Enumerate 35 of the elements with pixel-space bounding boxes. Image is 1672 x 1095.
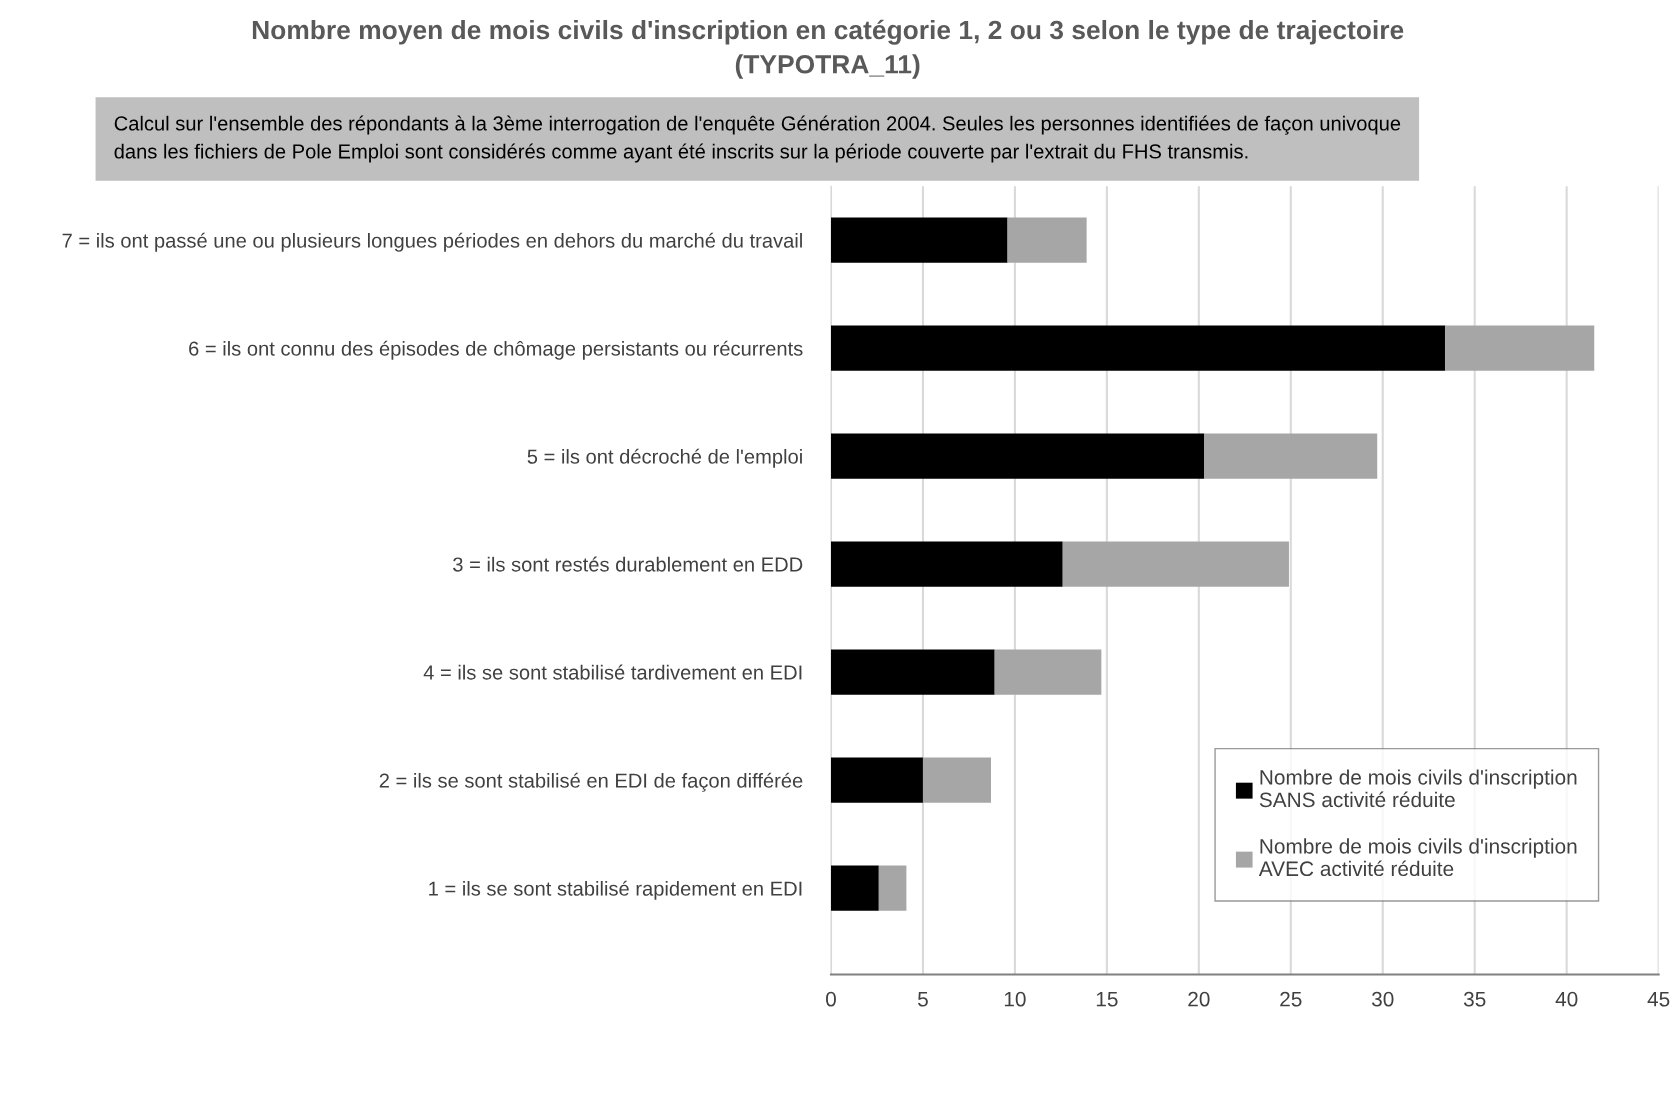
x-tick-label: 10 <box>1004 991 1026 1007</box>
text: Calcul sur l'ensemble des répondants à la 3ème interrogation de l'enquête Génération 2004. Seules les personnes identifiées de façon univoque dans les fichiers de Pole Emploi sont considérés comme ayant été inscrits sur la période couverte par l'extrait du FHS transmis. <box>114 115 1401 163</box>
x-tick-label: 30 <box>1371 991 1394 1007</box>
x-tick-label: 45 <box>1647 991 1670 1007</box>
x-tick-label: 15 <box>1096 991 1118 1007</box>
bar <box>830 757 923 803</box>
legend-label: Nombre de mois civils d'inscription SANS activité réduite <box>1259 769 1577 808</box>
bar <box>994 649 1102 695</box>
y-tick-label: 1 = ils se sont stabilisé rapidement en EDI <box>429 880 802 900</box>
x-tick-label: 5 <box>917 991 928 1007</box>
bar <box>830 541 1063 587</box>
bar <box>830 217 1008 263</box>
chart-title: Nombre moyen de mois civils d'inscription en catégorie 1, 2 ou 3 selon le type de trajectoire (TYPOTRA_11) <box>252 19 1404 79</box>
bar <box>1062 541 1289 587</box>
y-tick-label: 5 = ils ont décroché de l'emploi <box>527 448 802 468</box>
x-tick-label: 40 <box>1555 991 1578 1007</box>
bar <box>830 865 879 911</box>
y-tick-label: 4 = ils se sont stabilisé tardivement en EDI <box>423 664 802 680</box>
x-tick-label: 35 <box>1463 991 1486 1007</box>
bar <box>878 865 907 911</box>
bar <box>1204 433 1378 479</box>
bar <box>830 433 1205 479</box>
x-tick-label: 20 <box>1188 991 1210 1007</box>
bar <box>1445 325 1595 371</box>
y-tick-label: 2 = ils se sont stabilisé en EDI de façon différée <box>379 772 803 792</box>
legend-label: Nombre de mois civils d'inscription AVEC activité réduite <box>1258 838 1577 877</box>
bar <box>830 649 995 695</box>
x-tick-label: 25 <box>1280 991 1302 1007</box>
y-tick-label: 3 = ils sont restés durablement en EDD <box>453 556 803 572</box>
bar <box>922 757 991 803</box>
y-tick-label: 6 = ils ont connu des épisodes de chômage persistants ou récurrents <box>189 340 803 360</box>
bar <box>1007 217 1087 263</box>
bar <box>830 325 1446 371</box>
y-tick-label: 7 = ils ont passé une ou plusieurs longues périodes en dehors du marché du travail <box>62 232 802 252</box>
x-tick-label: 0 <box>826 991 836 1007</box>
